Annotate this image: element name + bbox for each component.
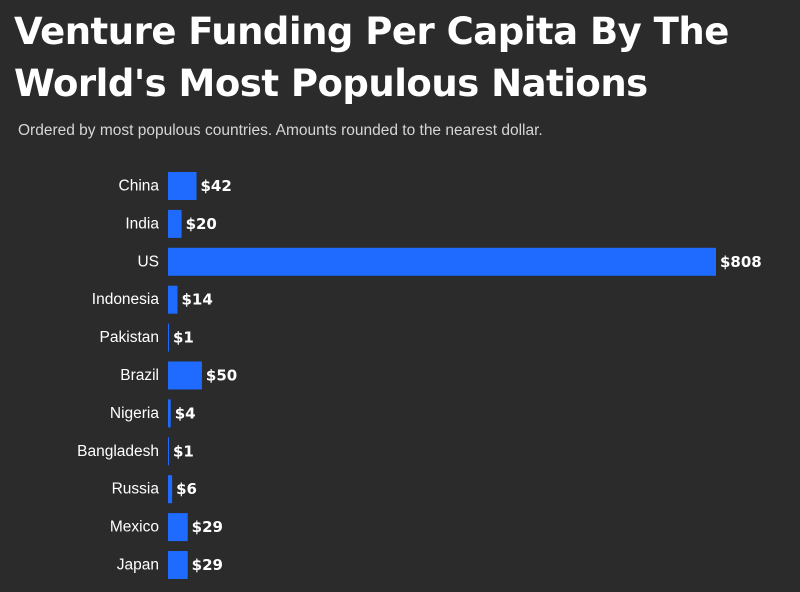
- bar: [168, 475, 173, 504]
- value-label: $50: [206, 367, 237, 385]
- bar-chart: China $42 India $20 US $808 Indonesia $14 Pakist…: [77, 172, 762, 579]
- value-label: $4: [175, 404, 196, 422]
- category-label: US: [137, 253, 159, 270]
- bar: [168, 437, 169, 466]
- category-label: China: [119, 178, 160, 195]
- chart-title: Venture Funding Per Capita By The World'…: [14, 10, 729, 105]
- category-label: Bangladesh: [77, 443, 159, 460]
- category-label: Brazil: [120, 367, 159, 384]
- bar: [168, 285, 178, 314]
- category-label: Russia: [112, 481, 160, 498]
- bar: [168, 513, 188, 542]
- value-label: $1: [173, 329, 194, 347]
- bar: [168, 247, 716, 276]
- bar: [168, 172, 197, 200]
- value-label: $29: [192, 518, 223, 536]
- value-label: $29: [192, 556, 223, 574]
- bar: [168, 361, 202, 390]
- category-label: Nigeria: [110, 405, 159, 422]
- value-label: $6: [176, 480, 197, 498]
- bar: [168, 399, 171, 428]
- chart-subtitle: Ordered by most populous countries. Amou…: [18, 122, 543, 139]
- value-label: $14: [181, 291, 212, 309]
- bar: [168, 209, 182, 238]
- category-label: Indonesia: [92, 291, 160, 308]
- bar: [168, 551, 188, 579]
- category-label: Japan: [117, 557, 159, 574]
- value-label: $1: [173, 442, 194, 460]
- bar: [168, 323, 169, 352]
- category-label: Pakistan: [100, 329, 159, 346]
- category-label: India: [125, 215, 159, 232]
- value-label: $808: [720, 253, 762, 271]
- category-label: Mexico: [110, 519, 159, 536]
- value-label: $42: [200, 177, 231, 195]
- value-label: $20: [186, 215, 217, 233]
